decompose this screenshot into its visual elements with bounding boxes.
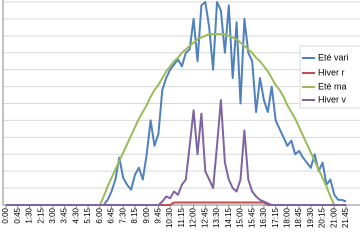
legend-label: Hiver r	[318, 67, 345, 77]
x-tick-label: 9:00	[142, 207, 151, 223]
x-tick-label: 18:45	[294, 207, 303, 228]
x-tick-label: 9:45	[154, 207, 163, 223]
series-line	[6, 99, 346, 206]
x-tick-label: 20:15	[318, 207, 327, 228]
x-tick-label: 21:45	[341, 207, 350, 228]
x-tick-label: 15:45	[247, 207, 256, 228]
x-tick-label: 6:00	[95, 207, 104, 223]
legend-label: Eté vari	[318, 52, 349, 62]
x-tick-label: 3:45	[60, 207, 69, 223]
x-tick-label: 17:15	[271, 207, 280, 228]
x-tick-label: 0:45	[13, 207, 22, 223]
x-tick-label: 5:15	[83, 207, 92, 223]
x-tick-label: 14:15	[224, 207, 233, 228]
x-tick-label: 0:00	[1, 207, 10, 223]
x-tick-label: 13:30	[212, 207, 221, 228]
x-tick-label: 21:00	[329, 207, 338, 228]
x-tick-label: 10:30	[165, 207, 174, 228]
x-tick-label: 16:30	[259, 207, 268, 228]
x-tick-label: 12:00	[189, 207, 198, 228]
x-tick-label: 12:45	[200, 207, 209, 228]
legend-label: Hiver v	[318, 94, 347, 104]
x-tick-label: 1:30	[25, 207, 34, 223]
x-tick-label: 11:15	[177, 207, 186, 227]
x-tick-label: 6:45	[107, 207, 116, 223]
x-tick-label: 4:30	[71, 207, 80, 223]
legend-label: Eté ma	[318, 81, 347, 91]
x-tick-label: 8:15	[130, 207, 139, 223]
x-tick-label: 19:30	[306, 207, 315, 228]
x-tick-label: 18:00	[282, 207, 291, 228]
x-tick-label: 7:30	[118, 207, 127, 223]
series-line	[6, 33, 346, 206]
x-tick-label: 2:15	[36, 207, 45, 223]
legend-box	[299, 45, 360, 109]
x-tick-label: 3:00	[48, 207, 57, 223]
x-tick-label: 15:00	[236, 207, 245, 228]
